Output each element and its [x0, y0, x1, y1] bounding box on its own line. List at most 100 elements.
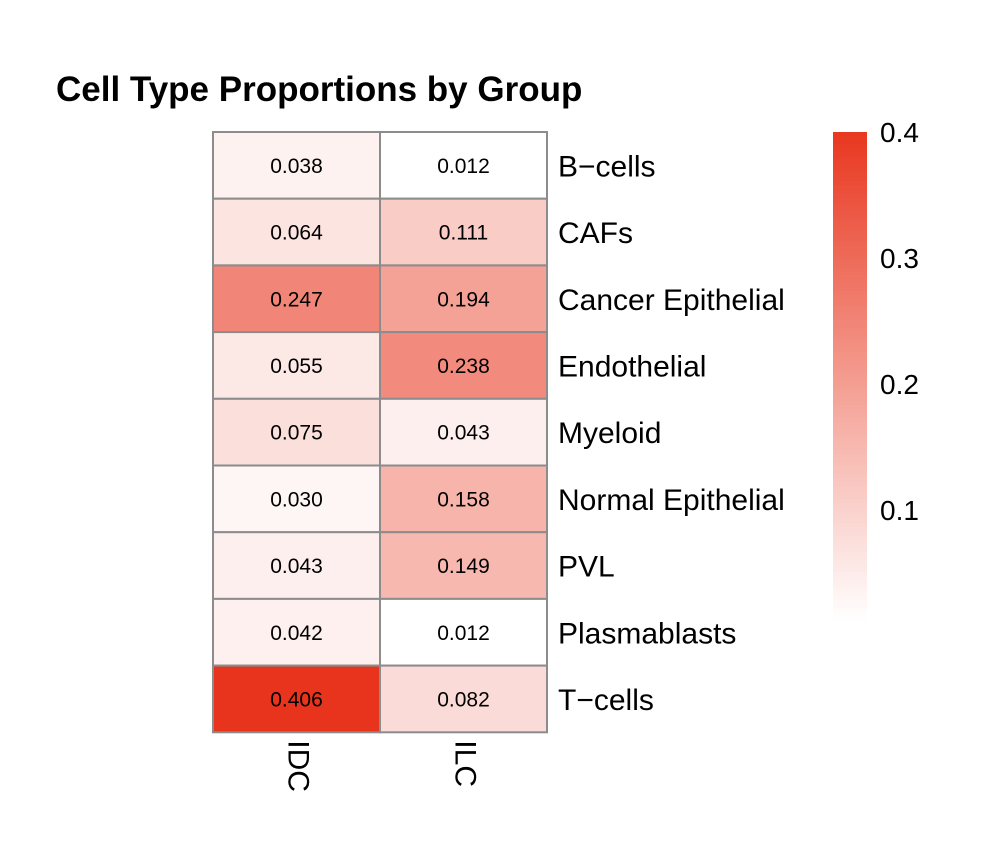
cell-value-label: 0.055	[270, 355, 323, 378]
legend-gradient-segment	[833, 396, 867, 402]
legend-gradient-segment	[833, 254, 867, 259]
legend-gradient-segment	[833, 461, 867, 467]
cell-value-label: 0.042	[270, 622, 323, 645]
legend-gradient-segment	[833, 331, 867, 337]
legend-gradient-segment	[833, 180, 867, 186]
legend-gradient-segment	[833, 571, 867, 577]
legend-tick-label: 0.4	[880, 117, 919, 148]
row-label: PVL	[558, 551, 615, 584]
legend-gradient-segment	[833, 543, 867, 549]
legend-gradient-segment	[833, 417, 867, 422]
heatmap-cell	[212, 397, 381, 467]
legend-gradient-segment	[833, 132, 867, 137]
legend-gradient-segment	[833, 343, 867, 349]
cell-value-label: 0.038	[270, 155, 323, 178]
legend-gradient-segment	[833, 433, 867, 439]
cell-value-label: 0.043	[270, 555, 323, 578]
cell-value-label: 0.082	[437, 688, 490, 711]
legend-gradient-segment	[833, 286, 867, 292]
legend-gradient-segment	[833, 498, 867, 504]
legend-gradient-segment	[833, 429, 867, 435]
legend-gradient-segment	[833, 246, 867, 251]
legend-gradient-segment	[833, 213, 867, 219]
cell-value-label: 0.064	[270, 222, 323, 245]
legend-gradient-segment	[833, 596, 867, 602]
legend-gradient-segment	[833, 152, 867, 158]
column-label: ILC	[449, 740, 482, 787]
legend-gradient-segment	[833, 237, 867, 243]
legend-gradient-segment	[833, 364, 867, 369]
legend-gradient-segment	[833, 437, 867, 443]
cell-value-label: 0.194	[437, 288, 490, 311]
legend-gradient-segment	[833, 327, 867, 333]
legend-gradient-segment	[833, 140, 867, 145]
legend-gradient-segment	[833, 160, 867, 166]
legend-gradient-segment	[833, 262, 867, 268]
legend-gradient-segment	[833, 445, 867, 451]
legend-gradient-segment	[833, 266, 867, 272]
legend-gradient-segment	[833, 470, 867, 475]
legend-gradient-segment	[833, 221, 867, 227]
legend-gradient-segment	[833, 307, 867, 312]
legend-gradient-segment	[833, 559, 867, 565]
legend-gradient-segment	[833, 274, 867, 280]
legend-gradient-segment	[833, 539, 867, 545]
legend-gradient-segment	[833, 580, 867, 585]
legend-gradient-segment	[833, 209, 867, 215]
legend-gradient-segment	[833, 567, 867, 573]
legend-gradient-segment	[833, 604, 867, 610]
legend-gradient-segment	[833, 482, 867, 488]
legend-gradient-segment	[833, 148, 867, 153]
heatmap-cell	[379, 597, 548, 667]
cell-value-label: 0.247	[270, 288, 323, 311]
legend-gradient-segment	[833, 474, 867, 479]
legend-gradient-segment	[833, 380, 867, 386]
legend-gradient-segment	[833, 372, 867, 378]
cell-value-label: 0.030	[270, 488, 323, 511]
legend-tick-label: 0.2	[880, 369, 919, 400]
heatmap-cell	[379, 464, 548, 534]
legend-gradient-segment	[833, 311, 867, 316]
legend-gradient-segment	[833, 294, 867, 300]
legend-gradient-segment	[833, 193, 867, 198]
legend-gradient-segment	[833, 457, 867, 463]
legend-gradient-segment	[833, 555, 867, 561]
legend-gradient-segment	[833, 425, 867, 431]
legend-gradient-segment	[833, 270, 867, 276]
legend-tick-label: 0.1	[880, 495, 919, 526]
cell-value-label: 0.043	[437, 422, 490, 445]
legend-gradient-segment	[833, 421, 867, 426]
heatmap-cell	[379, 397, 548, 467]
legend-gradient-segment	[833, 319, 867, 325]
legend-gradient-segment	[833, 551, 867, 557]
legend-gradient-segment	[833, 388, 867, 394]
legend-gradient-segment	[833, 547, 867, 553]
cell-value-label: 0.149	[437, 555, 490, 578]
legend-gradient-segment	[833, 184, 867, 190]
row-label: B−cells	[558, 150, 656, 183]
legend-gradient-segment	[833, 250, 867, 255]
legend-gradient-segment	[833, 205, 867, 211]
heatmap-cell	[379, 331, 548, 400]
legend-gradient-segment	[833, 510, 867, 516]
heatmap-cell	[212, 197, 381, 267]
cell-value-label: 0.111	[439, 222, 488, 245]
legend-gradient-segment	[833, 576, 867, 581]
legend-gradient-segment	[833, 449, 867, 455]
legend-gradient-segment	[833, 523, 867, 528]
legend-gradient-segment	[833, 584, 867, 589]
legend-gradient-segment	[833, 225, 867, 231]
legend-gradient-segment	[833, 400, 867, 406]
legend-gradient-segment	[833, 368, 867, 373]
row-label: T−cells	[558, 684, 654, 717]
legend-gradient-segment	[833, 315, 867, 321]
legend-gradient-segment	[833, 136, 867, 141]
legend-gradient-segment	[833, 156, 867, 162]
legend-gradient-segment	[833, 588, 867, 593]
column-label: IDC	[282, 740, 315, 792]
legend-gradient-segment	[833, 608, 867, 614]
legend-gradient-segment	[833, 616, 867, 622]
legend-gradient-segment	[833, 592, 867, 598]
legend-gradient-segment	[833, 164, 867, 170]
